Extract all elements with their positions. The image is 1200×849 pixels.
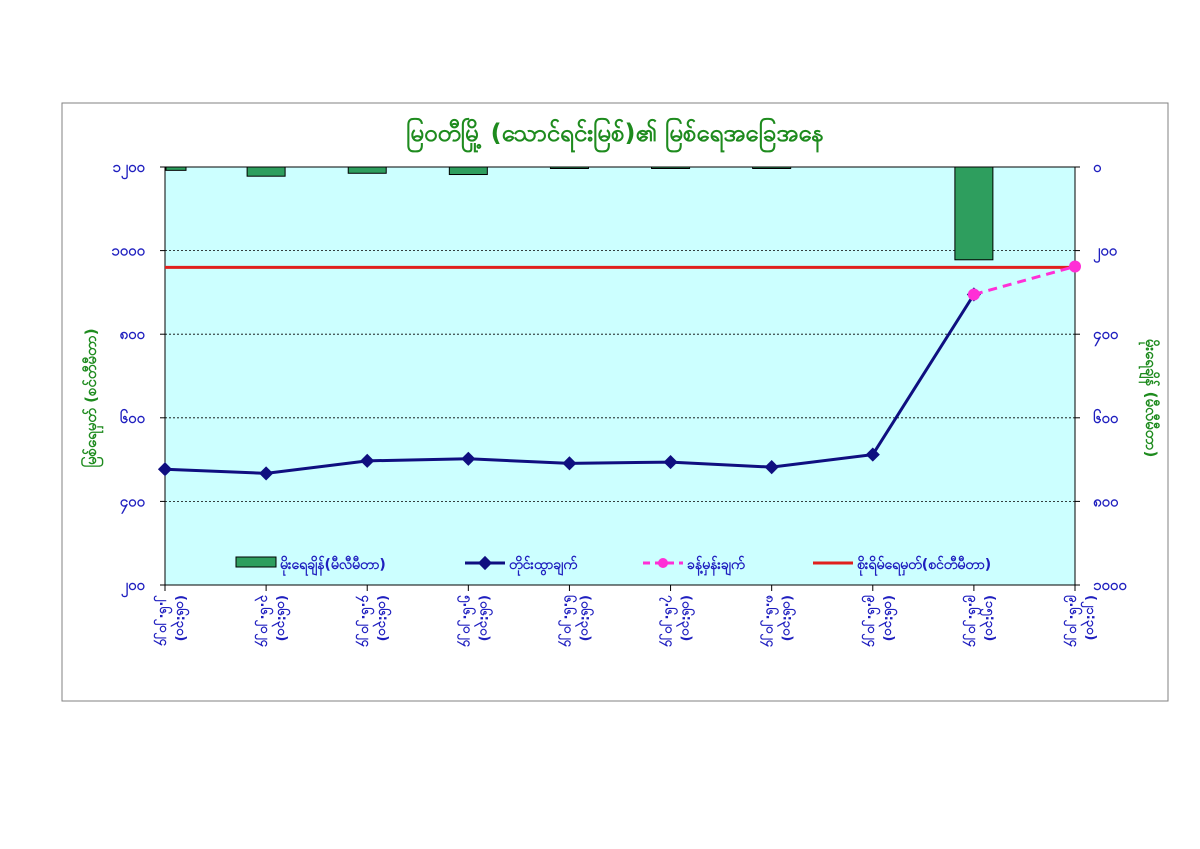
legend-label: စိုးရိမ်ရေမှတ်(စင်တီမီတာ) (857, 556, 991, 576)
y-left-tick-label: ၁၂၀၀ (112, 158, 145, 180)
x-ticks: ၂.၆.၂၀၂၄ (၀၆:၃၀) ၃.၆.၂၀၂၄ (၀၆:၃၀) ၄.၆.၂၀၂၄ (၀… (153, 585, 1098, 648)
x-tick-label: ၃.၆.၂၀၂၄ (၀၆:၃၀) (254, 595, 291, 648)
legend-marker (477, 555, 493, 571)
x-tick-date: ၈.၆.၂၀၂၄ (760, 595, 780, 648)
y-left-tick-label: ၁၀၀၀ (111, 242, 145, 260)
x-tick-date: ၉.၆.၂၀၂၄ (861, 595, 881, 648)
series-lines (157, 260, 1081, 481)
x-tick-date: ၅.၆.၂၀၂၄ (456, 595, 476, 648)
x-tick-time: (၀၆:၃၀) (878, 595, 898, 641)
x-tick-date: ၉.၆.၂၀၂၄ (962, 595, 982, 648)
x-tick-time: (၀၆:၃၀) (777, 595, 797, 641)
observed-point (764, 460, 779, 475)
rainfall-bars (165, 166, 994, 261)
forecast-line (973, 265, 1076, 296)
y-left-tick-label: ၂၀၀ (121, 576, 146, 598)
y-left-tick-label: ၈၀၀ (120, 325, 146, 343)
x-tick-label: ၄.၆.၂၀၂၄ (၀၆:၃၀) (355, 595, 392, 648)
rainfall-bar (752, 166, 792, 169)
x-tick-label: ၉.၆.၂၀၂၄ (၀၆:၃၀) (861, 595, 898, 648)
legend: မိုးရေချိန်(မီလီမီတာ) တိုင်းထွာချက် ခန့်မှ… (235, 555, 991, 576)
y-right-tick-label: ၆၀၀ (1093, 408, 1119, 427)
y-left-tick-label: ၆၀၀ (120, 408, 146, 427)
y-right-tick-label: ၂၀၀ (1093, 242, 1118, 264)
y-right-tick-label: ၁၀၀၀ (1093, 576, 1127, 594)
x-tick-label: ၅.၆.၂၀၂၄ (၀၆:၃၀) (456, 595, 493, 648)
legend-item: မိုးရေချိန်(မီလီမီတာ) (235, 556, 386, 576)
x-tick-time: (၀၆:၃၀) (473, 595, 493, 641)
x-tick-label: ၉.၆.၂၀၂၄ (၂၁:၃၀) (1063, 595, 1098, 648)
y-left-tick-label: ၄၀၀ (120, 492, 146, 514)
rainfall-bar (549, 166, 589, 169)
observed-point (562, 456, 577, 471)
x-tick-label: ၂.၆.၂၀၂၄ (၀၆:၃၀) (153, 595, 190, 647)
forecast-point (967, 288, 980, 301)
x-tick-label: ၈.၆.၂၀၂၄ (၀၆:၃၀) (760, 595, 797, 648)
rainfall-bar (246, 166, 286, 177)
rainfall-bar (165, 166, 187, 171)
legend-item: စိုးရိမ်ရေမှတ်(စင်တီမီတာ) (813, 556, 991, 576)
observed-point (461, 451, 476, 466)
x-tick-date: ၉.၆.၂၀၂၄ (1063, 595, 1083, 648)
legend-label: ခန့်မှန်းချက် (687, 556, 746, 576)
y-right-tick-label: ၈၀၀ (1093, 492, 1119, 510)
x-tick-label: ၆.၆.၂၀၂၄ (၀၆:၃၀) (557, 595, 594, 648)
x-tick-time: (၀၆:၃၀) (170, 595, 190, 641)
rainfall-bar (347, 166, 387, 174)
x-tick-label: ၇.၆.၂၀၂၄ (၀၆:၃၀) (659, 595, 696, 648)
legend-swatch (235, 556, 277, 568)
legend-label: မိုးရေချိန်(မီလီမီတာ) (280, 556, 386, 576)
rainfall-bar (954, 166, 994, 261)
rainfall-bar (651, 166, 691, 169)
y-right-tick-label: ၀ (1093, 158, 1102, 176)
observed-point (663, 455, 678, 470)
x-tick-date: ၄.၆.၂၀၂၄ (355, 595, 375, 648)
legend-item: ခန့်မှန်းချက် (643, 556, 746, 576)
plot-area (164, 166, 1076, 586)
legend-item: တိုင်းထွာချက် (465, 555, 578, 576)
observed-point (360, 453, 375, 468)
x-tick-time: (၁၅:၃၀) (979, 595, 997, 641)
rainfall-bar (448, 166, 488, 176)
x-tick-time: (၀၆:၃၀) (271, 595, 291, 641)
x-tick-time: (၀၆:၃၀) (372, 595, 392, 641)
y-left-ticks: ၂၀၀ ၄၀၀ ၆၀၀ ၈၀၀ ၁၀၀၀ ၁၂၀၀ (111, 158, 165, 598)
observed-point (865, 447, 880, 462)
legend-marker (658, 558, 668, 568)
y-right-axis-title: မိုးရေချိန် (မီလီမီတာ) (1138, 339, 1161, 458)
x-tick-time: (၂၁:၃၀) (1080, 595, 1098, 640)
y-right-tick-label: ၄၀၀ (1093, 325, 1119, 347)
observed-point (259, 466, 274, 481)
x-tick-date: ၇.၆.၂၀၂၄ (659, 595, 679, 648)
legend-label: တိုင်းထွာချက် (509, 556, 578, 576)
x-tick-time: (၀၆:၃၀) (676, 595, 696, 641)
observed-point (157, 462, 173, 477)
forecast-point (1069, 260, 1081, 273)
x-tick-date: ၃.၆.၂၀၂၄ (254, 595, 274, 648)
x-tick-time: (၀၆:၃၀) (574, 595, 594, 641)
x-tick-date: ၂.၆.၂၀၂၄ (153, 595, 173, 647)
x-tick-date: ၆.၆.၂၀၂၄ (557, 595, 577, 648)
x-tick-label: ၉.၆.၂၀၂၄ (၁၅:၃၀) (962, 595, 997, 648)
